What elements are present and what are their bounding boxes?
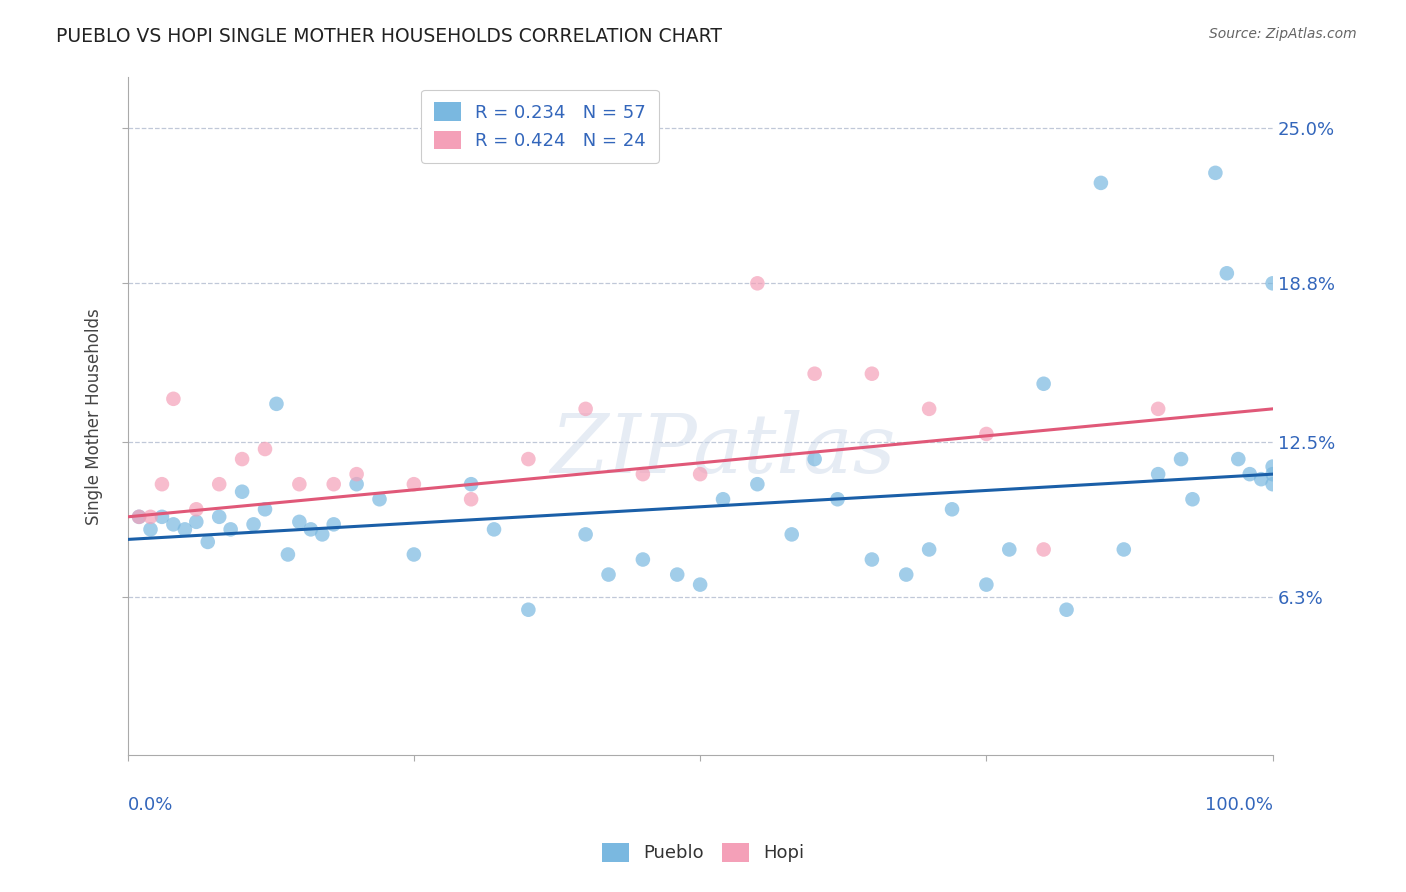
Point [631,467,654,482]
Point [162,517,184,532]
Point [918,542,941,557]
Point [941,502,963,516]
Point [1147,401,1170,416]
Point [186,515,208,529]
Point [266,397,288,411]
Point [517,452,540,467]
Point [1261,467,1284,482]
Point [918,401,941,416]
Y-axis label: Single Mother Households: Single Mother Households [86,308,103,524]
Point [1181,492,1204,507]
Point [322,517,344,532]
Point [1261,477,1284,491]
Point [803,367,825,381]
Point [460,492,482,507]
Point [1090,176,1112,190]
Point [860,552,883,566]
Point [299,522,322,536]
Point [197,535,219,549]
Point [482,522,505,536]
Text: 0.0%: 0.0% [128,796,173,814]
Point [666,567,689,582]
Point [288,477,311,491]
Point [689,467,711,482]
Point [1170,452,1192,467]
Point [219,522,242,536]
Text: PUEBLO VS HOPI SINGLE MOTHER HOUSEHOLDS CORRELATION CHART: PUEBLO VS HOPI SINGLE MOTHER HOUSEHOLDS … [56,27,723,45]
Point [1204,166,1226,180]
Point [346,467,368,482]
Point [976,427,998,442]
Point [1250,472,1272,486]
Point [976,577,998,591]
Point [208,477,231,491]
Point [827,492,849,507]
Point [896,567,918,582]
Point [288,515,311,529]
Point [1227,452,1250,467]
Point [460,477,482,491]
Point [402,548,425,562]
Point [242,517,264,532]
Point [139,522,162,536]
Legend: R = 0.234   N = 57, R = 0.424   N = 24: R = 0.234 N = 57, R = 0.424 N = 24 [420,90,658,163]
Point [173,522,195,536]
Point [517,603,540,617]
Point [780,527,803,541]
Point [1032,376,1054,391]
Point [747,477,769,491]
Point [1056,603,1078,617]
Point [575,401,598,416]
Point [803,452,825,467]
Point [426,133,449,147]
Point [1147,467,1170,482]
Text: ZIPatlas: ZIPatlas [550,410,896,491]
Point [998,542,1021,557]
Point [231,484,253,499]
Point [186,502,208,516]
Point [1112,542,1135,557]
Point [689,577,711,591]
Point [253,442,276,456]
Point [711,492,734,507]
Point [631,552,654,566]
Point [1239,467,1261,482]
Point [575,527,598,541]
Point [368,492,391,507]
Point [1216,266,1239,280]
Point [1261,277,1284,291]
Point [277,548,299,562]
Point [162,392,184,406]
Point [747,277,769,291]
Point [346,477,368,491]
Point [139,509,162,524]
Text: Source: ZipAtlas.com: Source: ZipAtlas.com [1209,27,1357,41]
Legend: Pueblo, Hopi: Pueblo, Hopi [595,836,811,870]
Point [150,509,173,524]
Point [402,477,425,491]
Text: 100.0%: 100.0% [1205,796,1272,814]
Point [1032,542,1054,557]
Point [253,502,276,516]
Point [1261,459,1284,474]
Point [128,509,150,524]
Point [860,367,883,381]
Point [150,477,173,491]
Point [231,452,253,467]
Point [311,527,333,541]
Point [208,509,231,524]
Point [322,477,344,491]
Point [128,509,150,524]
Point [598,567,620,582]
